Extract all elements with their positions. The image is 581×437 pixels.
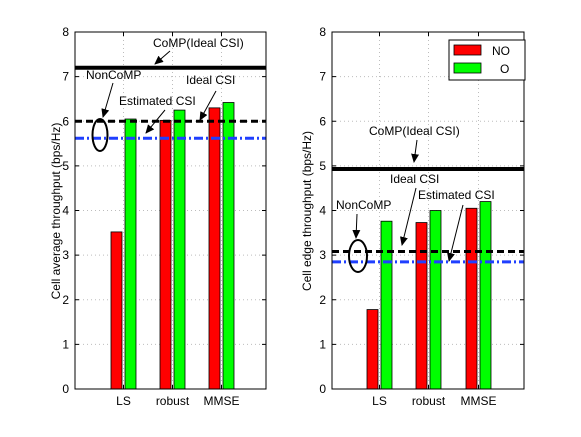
right-ytick-label: 6 xyxy=(319,114,326,128)
right-bar-no-mmse xyxy=(465,207,478,390)
right-bar-o-mmse xyxy=(479,201,492,390)
right-reference-lines xyxy=(332,166,524,264)
right-arrow-noncomp xyxy=(352,213,361,239)
left-ytick-labels: 0 1 2 3 4 5 6 7 8 xyxy=(62,25,69,396)
right-ytick-label: 1 xyxy=(319,337,326,351)
right-ytick-labels: 0 1 2 3 4 5 6 7 8 xyxy=(319,25,326,396)
left-xtick-label-ls: LS xyxy=(116,394,131,408)
right-chart: 0 1 2 3 4 5 6 7 8 LS robust MMSE Cell edge through… xyxy=(300,25,526,408)
right-annotation-estimated: Estimated CSI xyxy=(418,188,495,202)
left-ytick-label: 1 xyxy=(62,337,69,351)
left-ytick-label: 0 xyxy=(62,382,69,396)
left-arrow-estimated xyxy=(145,109,166,134)
right-ytick-label: 4 xyxy=(319,204,326,218)
left-annotation-noncomp: NonCoMP xyxy=(86,68,141,82)
left-arrow-comp xyxy=(154,50,171,65)
left-bar-no-ls xyxy=(110,231,123,390)
right-ytick-label: 5 xyxy=(319,159,326,173)
left-reference-lines xyxy=(75,65,266,140)
left-annotation-estimated: Estimated CSI xyxy=(119,94,196,108)
left-bar-no-mmse xyxy=(208,107,221,390)
left-ytick-label: 2 xyxy=(62,293,69,307)
left-noncomp-ellipse xyxy=(91,118,109,152)
right-annotation-ideal: Ideal CSI xyxy=(390,172,439,186)
left-ytick-label: 8 xyxy=(62,25,69,39)
left-xtick-label-mmse: MMSE xyxy=(204,394,240,408)
left-arrow-ideal xyxy=(199,90,217,121)
legend: NO O xyxy=(448,39,526,81)
right-bar-no-ls xyxy=(366,309,379,390)
right-xtick-label-mmse: MMSE xyxy=(461,394,497,408)
right-ytick-label: 2 xyxy=(319,293,326,307)
left-xtick-label-robust: robust xyxy=(156,394,190,408)
right-arrow-estimated xyxy=(447,204,464,262)
right-ytick-label: 7 xyxy=(319,70,326,84)
right-bar-o-ls xyxy=(380,220,393,390)
right-bars xyxy=(366,201,492,390)
left-annotation-comp: CoMP(Ideal CSI) xyxy=(153,36,244,50)
left-ticks xyxy=(75,31,266,390)
right-annotations: CoMP(Ideal CSI) NonCoMP Ideal CSI Estima… xyxy=(336,124,495,273)
right-annotation-noncomp: NonCoMP xyxy=(336,198,391,212)
right-annotation-comp: CoMP(Ideal CSI) xyxy=(369,124,460,138)
right-ytick-label: 0 xyxy=(319,382,326,396)
left-annotations: CoMP(Ideal CSI) NonCoMP Ideal CSI Estima… xyxy=(86,36,244,152)
right-ytick-label: 8 xyxy=(319,25,326,39)
left-annotation-ideal: Ideal CSI xyxy=(186,73,235,87)
right-y-axis-label: Cell edge throughput (bps/Hz) xyxy=(300,131,314,291)
legend-label-no: NO xyxy=(492,44,510,58)
right-bar-o-robust xyxy=(429,210,442,390)
left-bars xyxy=(110,102,235,390)
right-arrow-comp xyxy=(411,139,420,163)
left-arrow-noncomp xyxy=(101,82,114,118)
right-noncomp-ellipse xyxy=(348,239,368,273)
right-arrow-ideal xyxy=(400,187,417,246)
right-ytick-label: 3 xyxy=(319,248,326,262)
left-bar-o-mmse xyxy=(222,102,235,390)
left-bar-o-robust xyxy=(173,109,186,390)
left-xtick-labels: LS robust MMSE xyxy=(116,394,239,408)
left-chart: 0 1 2 3 4 5 6 7 8 LS robust MMSE Cell average thro… xyxy=(49,25,267,408)
legend-swatch-no xyxy=(453,44,482,56)
right-xtick-label-ls: LS xyxy=(372,394,387,408)
left-ytick-label: 6 xyxy=(62,114,69,128)
left-bar-o-ls xyxy=(124,118,137,390)
left-ytick-label: 4 xyxy=(62,204,69,218)
left-ytick-label: 7 xyxy=(62,70,69,84)
left-bar-no-robust xyxy=(159,119,172,390)
legend-swatch-o xyxy=(453,62,482,74)
right-bar-no-robust xyxy=(415,222,428,390)
legend-label-o: O xyxy=(500,62,509,76)
left-ytick-label: 3 xyxy=(62,248,69,262)
left-ytick-label: 5 xyxy=(62,159,69,173)
right-xtick-label-robust: robust xyxy=(412,394,446,408)
right-xtick-labels: LS robust MMSE xyxy=(372,394,496,408)
left-y-axis-label: Cell average throughput (bps/Hz) xyxy=(49,123,63,300)
